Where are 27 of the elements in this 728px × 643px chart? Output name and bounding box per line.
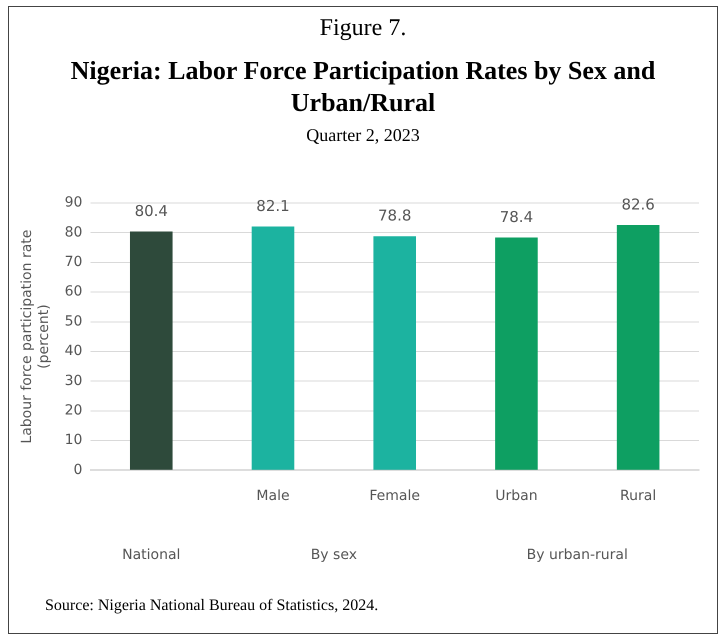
- x-tick-label: Urban: [495, 488, 538, 504]
- y-tick-label: 70: [64, 254, 82, 270]
- y-tick-label: 0: [73, 462, 82, 478]
- y-tick-label: 10: [64, 432, 82, 448]
- data-label: 80.4: [134, 202, 168, 220]
- caption: Figure 7.: [318, 15, 408, 42]
- data-label: 82.1: [256, 196, 290, 215]
- y-tick-label: 40: [64, 343, 82, 360]
- data-label: 78.4: [500, 208, 534, 226]
- x-tick-label: Male: [256, 488, 290, 504]
- y-tick-label: 90: [64, 194, 82, 211]
- data-label: 78.8: [378, 206, 412, 225]
- source-note: Source: Nigeria National Bureau of Statistics, 2024.: [45, 597, 378, 615]
- chart-title: Nigeria: Labor Force Participation Rates by Sex and Urban/Rural: [70, 55, 656, 119]
- data-label: 82.6: [621, 195, 655, 214]
- x-tick-label: Female: [369, 488, 420, 504]
- y-tick-label: 60: [64, 284, 82, 300]
- y-tick-label: 50: [64, 313, 82, 330]
- y-tick-label: 20: [64, 402, 82, 418]
- text: By urban-rural: [526, 547, 628, 563]
- chart-subtitle: Quarter 2, 2023: [305, 125, 421, 146]
- y-tick-label: 30: [64, 372, 82, 389]
- y-tick-label: 80: [64, 224, 82, 240]
- text: National: [122, 547, 180, 563]
- x-tick-label: Rural: [620, 488, 656, 504]
- text: By sex: [310, 547, 357, 563]
- y-axis-title: Labour force participation rate (percent): [19, 230, 52, 444]
